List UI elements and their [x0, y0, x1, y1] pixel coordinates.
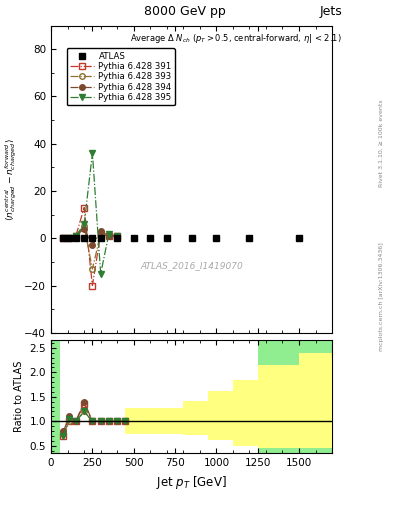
ATLAS — [82, 235, 86, 241]
Y-axis label: Ratio to ATLAS: Ratio to ATLAS — [14, 361, 24, 433]
Pythia 6.428 391 — [61, 235, 66, 241]
Pythia 6.428 394 — [98, 228, 103, 234]
Pythia 6.428 393 — [115, 233, 119, 239]
Line: Pythia 6.428 391: Pythia 6.428 391 — [61, 205, 120, 288]
Pythia 6.428 395 — [90, 150, 95, 156]
X-axis label: Jet $p_T$ [GeV]: Jet $p_T$ [GeV] — [156, 474, 227, 490]
ATLAS — [67, 235, 72, 241]
ATLAS — [73, 235, 78, 241]
ATLAS — [131, 235, 136, 241]
ATLAS — [90, 235, 95, 241]
ATLAS — [148, 235, 152, 241]
Text: ATLAS_2016_I1419070: ATLAS_2016_I1419070 — [140, 261, 243, 270]
Pythia 6.428 394 — [90, 242, 95, 248]
Legend: ATLAS, Pythia 6.428 391, Pythia 6.428 393, Pythia 6.428 394, Pythia 6.428 395: ATLAS, Pythia 6.428 391, Pythia 6.428 39… — [67, 48, 175, 105]
Text: Average $\Delta$ $N_{ch}$ ($p_T$$>$0.5, central-forward, $\eta$$|$ < 2.1): Average $\Delta$ $N_{ch}$ ($p_T$$>$0.5, … — [130, 32, 342, 45]
Line: Pythia 6.428 394: Pythia 6.428 394 — [61, 226, 120, 248]
Pythia 6.428 391 — [73, 233, 78, 239]
Pythia 6.428 393 — [90, 266, 95, 272]
Pythia 6.428 395 — [67, 235, 72, 241]
Pythia 6.428 393 — [73, 233, 78, 239]
Pythia 6.428 391 — [82, 204, 86, 210]
Pythia 6.428 393 — [82, 223, 86, 229]
Pythia 6.428 395 — [73, 233, 78, 239]
ATLAS — [98, 235, 103, 241]
ATLAS — [297, 235, 301, 241]
Pythia 6.428 395 — [115, 233, 119, 239]
Pythia 6.428 394 — [67, 235, 72, 241]
Y-axis label: $\langle n^{central}_{charged} - n^{forward}_{charged} \rangle$: $\langle n^{central}_{charged} - n^{forw… — [3, 138, 19, 221]
Pythia 6.428 393 — [67, 235, 72, 241]
Pythia 6.428 395 — [82, 221, 86, 227]
Pythia 6.428 394 — [107, 233, 111, 239]
Pythia 6.428 393 — [61, 235, 66, 241]
Pythia 6.428 391 — [67, 235, 72, 241]
ATLAS — [189, 235, 194, 241]
ATLAS — [164, 235, 169, 241]
Text: Rivet 3.1.10, ≥ 100k events: Rivet 3.1.10, ≥ 100k events — [379, 99, 384, 187]
Text: 8000 GeV pp: 8000 GeV pp — [144, 5, 226, 18]
Pythia 6.428 391 — [107, 233, 111, 239]
Pythia 6.428 395 — [107, 230, 111, 237]
ATLAS — [247, 235, 252, 241]
Line: Pythia 6.428 393: Pythia 6.428 393 — [61, 224, 120, 272]
ATLAS — [61, 235, 66, 241]
Pythia 6.428 391 — [90, 283, 95, 289]
Pythia 6.428 394 — [73, 233, 78, 239]
ATLAS — [214, 235, 219, 241]
Text: Jets: Jets — [319, 5, 342, 18]
Pythia 6.428 393 — [98, 230, 103, 237]
Pythia 6.428 393 — [107, 233, 111, 239]
Pythia 6.428 394 — [115, 233, 119, 239]
Text: mcplots.cern.ch [arXiv:1306.3436]: mcplots.cern.ch [arXiv:1306.3436] — [379, 243, 384, 351]
Pythia 6.428 391 — [115, 233, 119, 239]
Pythia 6.428 395 — [98, 271, 103, 277]
Line: Pythia 6.428 395: Pythia 6.428 395 — [60, 150, 121, 277]
Pythia 6.428 391 — [98, 230, 103, 237]
Pythia 6.428 395 — [61, 235, 66, 241]
Line: ATLAS: ATLAS — [60, 235, 303, 242]
ATLAS — [115, 235, 119, 241]
Pythia 6.428 394 — [82, 226, 86, 232]
Pythia 6.428 394 — [61, 235, 66, 241]
